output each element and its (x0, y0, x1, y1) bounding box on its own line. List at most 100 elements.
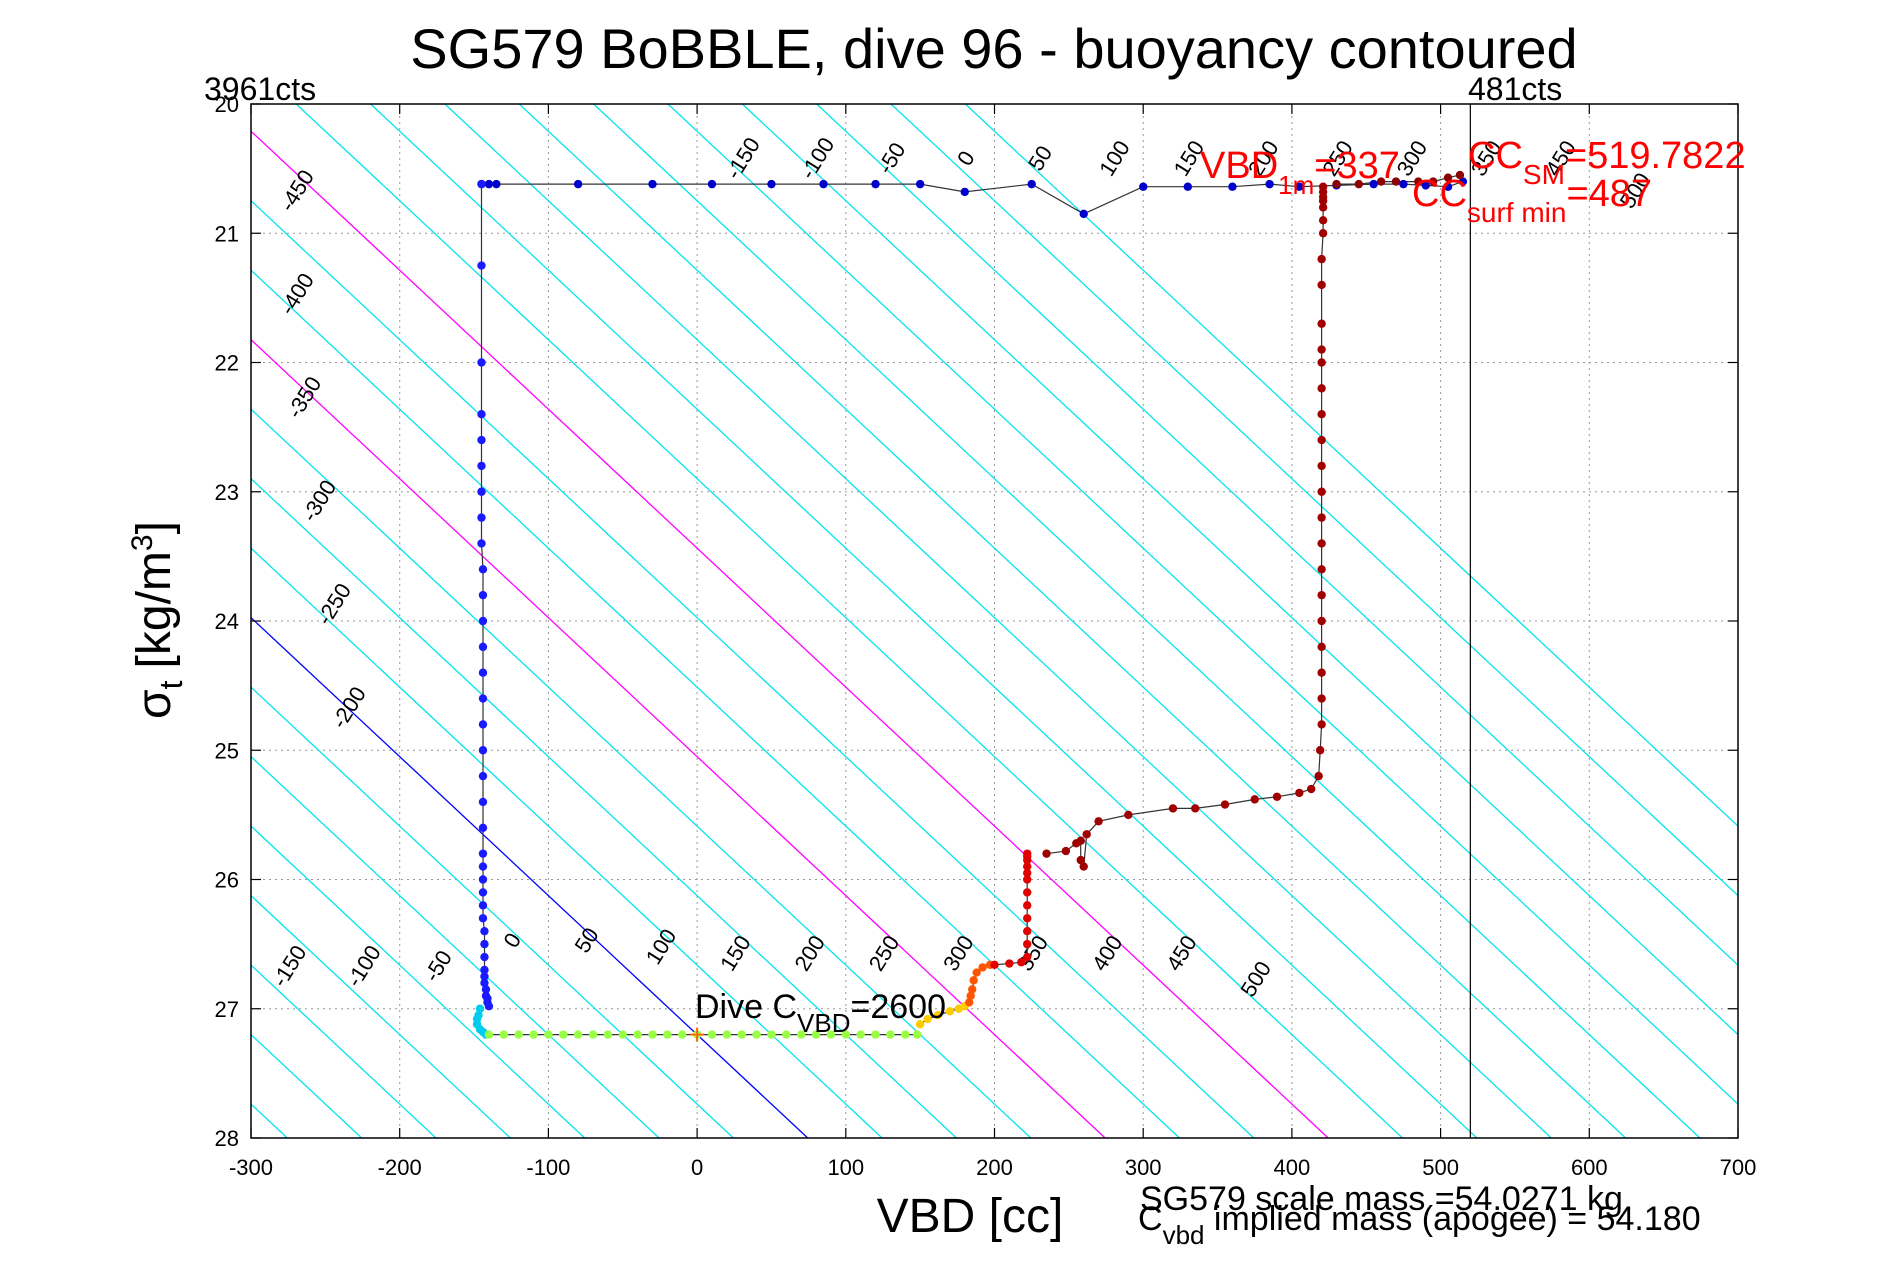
contour-line (251, 825, 586, 1138)
data-point (1318, 216, 1328, 225)
data-point (1183, 182, 1193, 191)
data-point (678, 1030, 687, 1039)
data-point (1023, 875, 1032, 884)
data-point (480, 965, 489, 975)
data-point (478, 901, 488, 910)
data-point (978, 963, 987, 972)
contour-line (964, 104, 1738, 828)
data-point (478, 565, 488, 574)
contour-label: -350 (282, 372, 327, 423)
data-point (478, 823, 488, 832)
y-tick-label: 27 (215, 997, 239, 1022)
contour-line (251, 894, 511, 1138)
data-point (1314, 771, 1323, 781)
data-point (945, 1007, 955, 1016)
data-point (960, 187, 969, 197)
data-point (603, 1030, 613, 1039)
data-point (1317, 668, 1326, 677)
data-point (478, 616, 488, 626)
data-point (477, 513, 486, 522)
data-point (969, 976, 978, 985)
data-point (1317, 254, 1326, 264)
cc-surf-min-label: CCsurf min=487 (1412, 173, 1652, 228)
y-tick-label: 22 (215, 351, 239, 376)
contour-line (251, 755, 660, 1138)
data-point (1061, 846, 1071, 856)
data-point (544, 1030, 553, 1039)
contour-label: 500 (1235, 957, 1276, 1001)
y-tick-label: 21 (215, 221, 239, 246)
data-point (1317, 720, 1326, 729)
data-point (477, 461, 486, 471)
contour-line (444, 104, 1552, 1138)
y-label-unit: [kg/m (128, 551, 181, 668)
data-point (915, 1020, 925, 1029)
x-tick-label: -200 (378, 1155, 422, 1180)
data-point (1023, 939, 1032, 949)
contour-line (816, 104, 1738, 967)
y-label-sub: t (153, 680, 189, 689)
data-point (1315, 746, 1325, 755)
y-tick-label: 20 (215, 92, 239, 117)
data-point (1124, 810, 1133, 820)
data-point (933, 1011, 943, 1020)
data-point (480, 939, 489, 949)
data-point (1443, 173, 1453, 182)
contour-label: 100 (641, 924, 682, 968)
contour-line (0, 104, 139, 1138)
data-point (559, 1030, 568, 1039)
data-point (484, 1030, 494, 1039)
data-point (1017, 958, 1026, 967)
contour-label: -400 (274, 269, 319, 320)
chart-title: SG579 BoBBLE, dive 96 - buoyancy contour… (410, 17, 1577, 80)
data-point (478, 720, 488, 729)
data-point (1317, 642, 1326, 652)
contour-label: 50 (1023, 141, 1057, 175)
data-point (1307, 784, 1316, 794)
data-point (1428, 177, 1438, 186)
data-point (826, 1030, 836, 1039)
dive-trace (476, 174, 1464, 1036)
data-point (478, 746, 488, 755)
data-point (767, 179, 776, 189)
data-point (1076, 855, 1085, 865)
data-point (707, 179, 717, 189)
data-point (663, 1030, 672, 1039)
data-point (752, 1030, 761, 1039)
x-tick-label: 700 (1720, 1155, 1757, 1180)
data-point (477, 179, 486, 189)
data-point (1220, 800, 1230, 809)
data-point (1228, 182, 1237, 191)
data-point (478, 642, 488, 652)
contour-label: -100 (341, 941, 386, 992)
contour-label: -150 (267, 941, 312, 992)
y-axis-label: σt [kg/m3] (126, 521, 189, 719)
data-point (478, 668, 488, 677)
data-point (1317, 461, 1326, 471)
contour-label: -50 (872, 138, 910, 178)
data-point (1042, 849, 1051, 858)
data-point (492, 179, 501, 189)
data-point (796, 1030, 806, 1039)
data-point (966, 991, 975, 1001)
data-point (1318, 229, 1328, 238)
top-right-count-label: 481cts (1468, 71, 1562, 107)
y-label-main: σ (128, 689, 181, 719)
y-tick-label: 28 (215, 1126, 239, 1151)
data-point (972, 968, 981, 977)
data-point (478, 888, 488, 897)
data-point (1250, 795, 1259, 804)
data-point (1317, 358, 1326, 367)
data-point (990, 960, 999, 970)
data-point (1317, 513, 1326, 522)
contour-line (251, 338, 1106, 1138)
contour-label: 250 (864, 931, 905, 975)
data-point (499, 1030, 508, 1039)
data-point (1027, 179, 1036, 189)
data-point (1272, 792, 1282, 801)
contour-label: 0 (952, 146, 980, 170)
data-point (1295, 788, 1304, 798)
grid-lines (251, 104, 1738, 1138)
contour-label: 400 (1087, 931, 1128, 975)
